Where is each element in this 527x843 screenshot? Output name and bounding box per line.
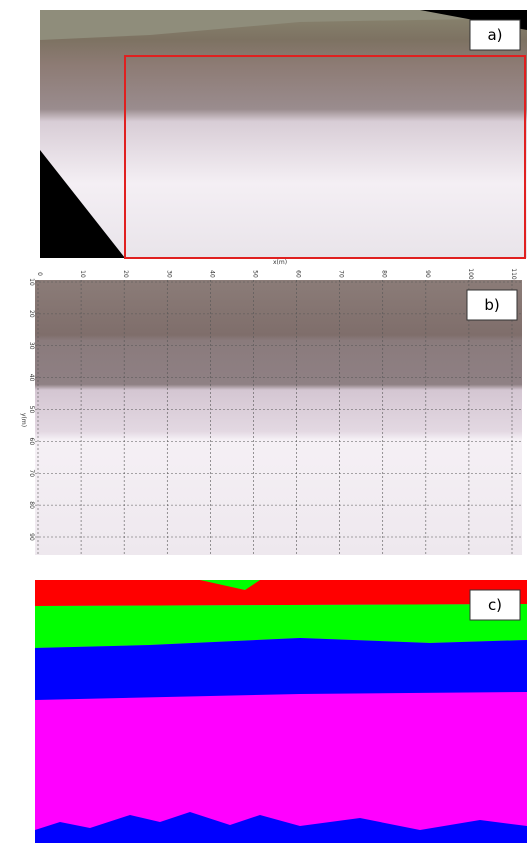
class-green bbox=[200, 580, 260, 590]
rectified-image bbox=[35, 280, 522, 555]
photo bbox=[40, 10, 527, 258]
x-tick-label: 30 bbox=[165, 270, 172, 278]
x-axis-label: x(m) bbox=[273, 259, 287, 266]
panel-label: a) bbox=[487, 26, 502, 44]
corner bbox=[40, 150, 125, 258]
y-tick-label: 30 bbox=[28, 342, 35, 350]
class-red bbox=[35, 580, 527, 606]
x-tick-label: 50 bbox=[251, 270, 258, 278]
x-tick-label: 10 bbox=[79, 270, 86, 278]
y-axis-label: y(m) bbox=[20, 413, 27, 427]
class-blue bbox=[35, 638, 527, 700]
label-box bbox=[469, 19, 521, 51]
panel-label: b) bbox=[484, 296, 499, 314]
class-blue bbox=[35, 812, 527, 843]
x-tick-label: 110 bbox=[510, 268, 517, 280]
panel-a: a) bbox=[40, 10, 527, 259]
x-tick-label: 100 bbox=[467, 268, 474, 280]
label-box bbox=[469, 589, 521, 621]
x-tick-label: 40 bbox=[208, 270, 215, 278]
y-tick-label: 10 bbox=[28, 278, 35, 286]
y-tick-label: 70 bbox=[28, 469, 35, 477]
panel-label: c) bbox=[488, 596, 502, 614]
panel-c: c) bbox=[35, 580, 527, 843]
panel-b: b) x(m) y(m) 0 10 20 30 40 50 60 70 80 90 100 11010… bbox=[20, 259, 522, 555]
y-tick-label: 20 bbox=[28, 310, 35, 318]
label-box bbox=[466, 289, 518, 321]
roi-box bbox=[124, 55, 526, 259]
class-green bbox=[35, 604, 527, 648]
x-tick-label: 70 bbox=[338, 270, 345, 278]
x-tick-label: 60 bbox=[295, 270, 302, 278]
x-tick-label: 90 bbox=[424, 270, 431, 278]
y-tick-label: 90 bbox=[28, 533, 35, 541]
town-strip bbox=[40, 10, 527, 40]
y-tick-label: 40 bbox=[28, 374, 35, 382]
y-tick-label: 80 bbox=[28, 501, 35, 509]
x-tick-label: 0 bbox=[36, 272, 43, 276]
y-tick-label: 60 bbox=[28, 438, 35, 446]
y-tick-label: 50 bbox=[28, 406, 35, 414]
x-tick-label: 20 bbox=[122, 270, 129, 278]
x-tick-label: 80 bbox=[381, 270, 388, 278]
